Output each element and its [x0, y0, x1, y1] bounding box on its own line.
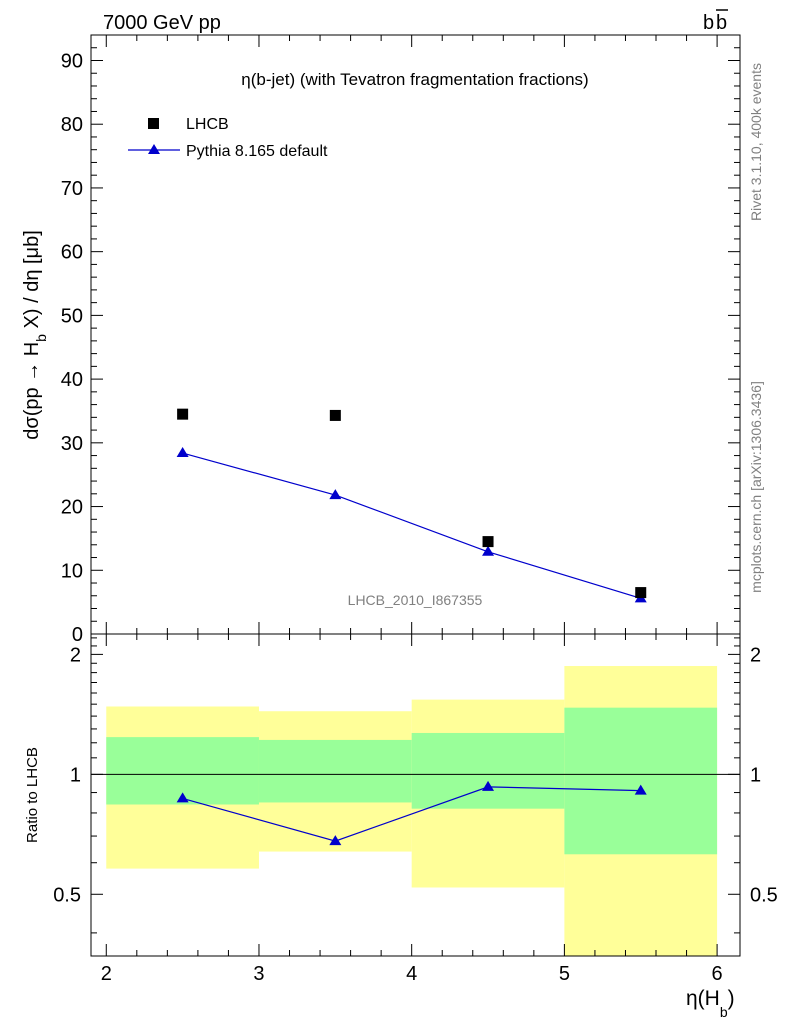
lhcb-point	[177, 408, 189, 420]
ratio-y-axis-label: Ratio to LHCB	[24, 747, 41, 843]
main-axis-ticks: 0 10 20 30 40 50 60 70 80 90	[61, 35, 740, 646]
ratio-pythia-line	[182, 786, 641, 842]
main-y-tick-label: 30	[61, 433, 83, 455]
main-y-tick-label: 70	[61, 178, 83, 200]
ratio-band-inner-2	[411, 732, 565, 809]
legend-label-pythia: Pythia 8.165 default	[186, 143, 328, 160]
lhcb-point	[635, 587, 647, 599]
pythia-line	[182, 452, 641, 599]
lhcb-point	[329, 409, 341, 421]
ratio-pythia-point	[329, 835, 342, 846]
pythia-point	[176, 447, 189, 458]
legend: LHCB Pythia 8.165 default	[128, 116, 328, 160]
main-y-axis-label: dσ(pp → Hb X) / dη [μb]	[21, 230, 49, 440]
x-axis-label-sub: b	[720, 1004, 728, 1020]
ratio-axis-ticks: 0.5 0.5 1 1 2 2 2 3 4 5 6	[53, 634, 778, 985]
ratio-y-tick-label-left: 1	[70, 764, 81, 786]
main-series	[176, 408, 647, 603]
main-y-tick-label: 80	[61, 114, 83, 136]
main-y-tick-label: 60	[61, 242, 83, 264]
pythia-point	[329, 489, 342, 500]
lhcb-point	[482, 536, 494, 548]
main-y-tick-label: 10	[61, 560, 83, 582]
main-y-tick-label: 50	[61, 305, 83, 327]
x-tick-label: 4	[406, 963, 417, 985]
x-tick-label: 5	[559, 963, 570, 985]
main-y-tick-label: 20	[61, 497, 83, 519]
ratio-pythia-point	[176, 792, 189, 803]
legend-marker-pythia	[148, 144, 160, 154]
ratio-y-tick-label-left: 2	[70, 644, 81, 666]
pythia-point	[482, 545, 495, 556]
x-tick-label: 6	[712, 963, 723, 985]
ratio-band-inner-1	[258, 739, 412, 803]
x-tick-label: 2	[101, 963, 112, 985]
ratio-y-tick-label-right: 0.5	[750, 884, 778, 906]
ratio-uncertainty-bands	[106, 666, 718, 956]
main-y-tick-label: 40	[61, 369, 83, 391]
ratio-y-tick-label-right: 1	[750, 764, 761, 786]
ratio-pythia-point	[482, 780, 495, 791]
ratio-pythia-point	[634, 784, 647, 795]
process-label-b: b	[703, 12, 714, 34]
x-axis-label-part-a: η(H	[686, 987, 720, 1010]
ratio-plot-frame	[90, 633, 741, 957]
main-y-axis-label-part-b: X) / dη [μb]	[21, 230, 43, 334]
ratio-series	[176, 780, 647, 846]
main-y-tick-label: 90	[61, 50, 83, 72]
x-axis-label-part-b: )	[728, 987, 735, 1010]
main-y-tick-label: 0	[72, 624, 83, 646]
ratio-y-tick-label-left: 0.5	[53, 884, 81, 906]
process-label-bbar: b	[716, 12, 727, 34]
analysis-watermark: LHCB_2010_I867355	[348, 592, 483, 608]
x-tick-label: 3	[253, 963, 264, 985]
collision-label: 7000 GeV pp	[103, 12, 221, 34]
ratio-band-inner-3	[564, 707, 718, 855]
x-axis-label: η(Hb)	[686, 987, 735, 1020]
ratio-y-tick-label-right: 2	[750, 644, 761, 666]
mcplots-reference-label: mcplots.cern.ch [arXiv:1306.3436]	[748, 381, 764, 593]
main-y-axis-label-sub: b	[33, 334, 49, 342]
legend-marker-lhcb	[148, 118, 159, 129]
main-y-axis-label-part-a: dσ(pp → H	[21, 342, 43, 440]
legend-label-lhcb: LHCB	[186, 116, 229, 133]
rivet-version-label: Rivet 3.1.10, 400k events	[748, 63, 764, 221]
plot-title: η(b-jet) (with Tevatron fragmentation fr…	[241, 70, 588, 89]
